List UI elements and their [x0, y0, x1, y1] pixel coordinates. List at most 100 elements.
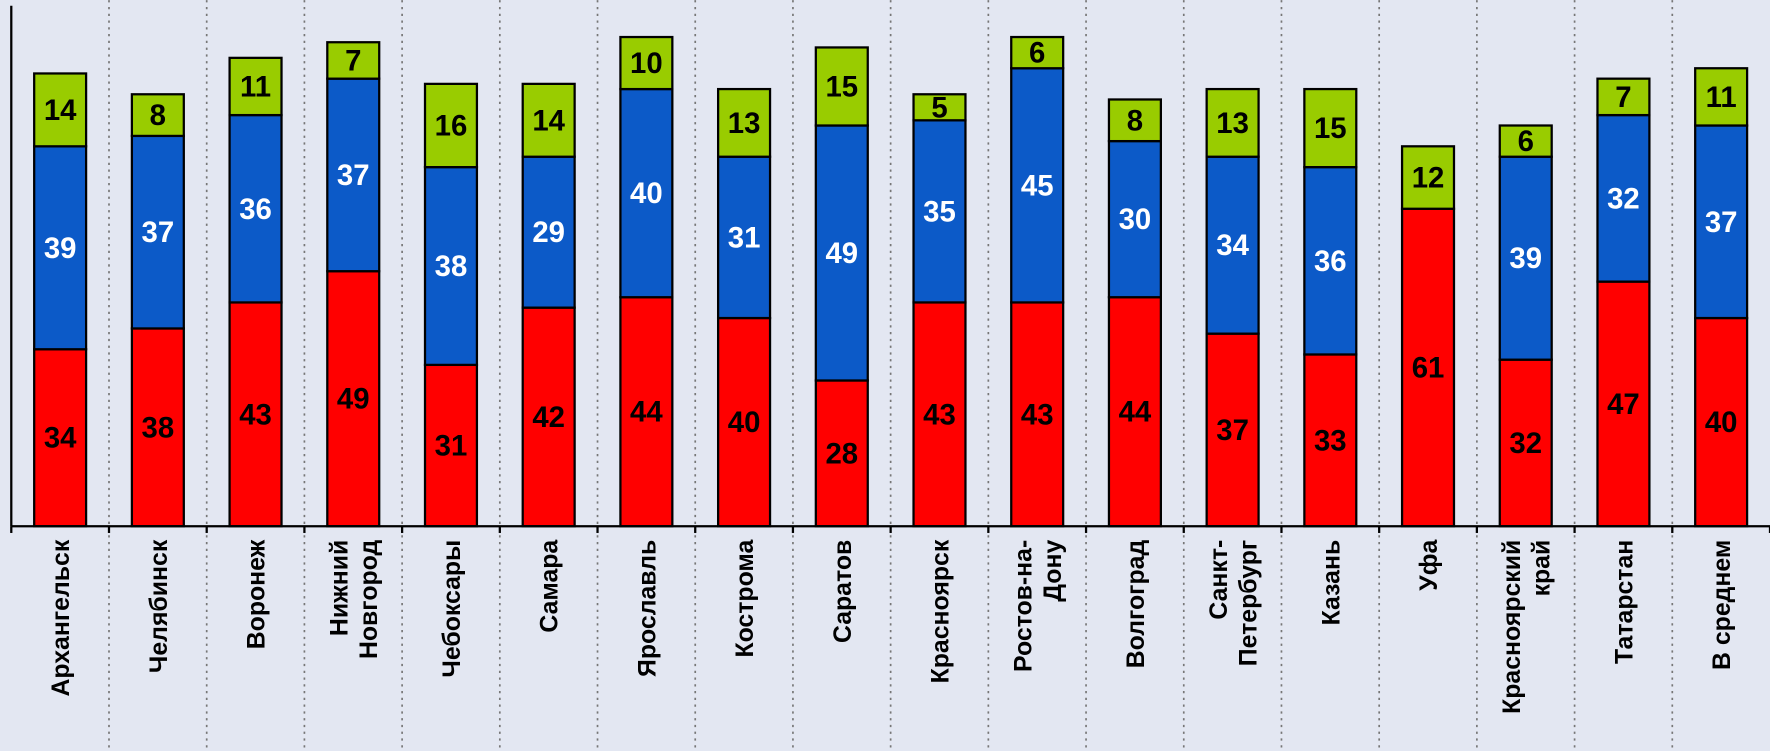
value-label: 11: [1706, 81, 1737, 114]
value-label: 36: [239, 193, 272, 226]
x-tick-label: Архангельск: [48, 539, 75, 696]
value-label: 15: [825, 70, 858, 103]
value-label: 29: [532, 216, 565, 249]
bar-segment: [33, 72, 88, 148]
value-label: 14: [532, 104, 565, 137]
bar-segment: [1303, 166, 1358, 356]
bar-segment: [619, 296, 674, 528]
bar-segment: [1205, 155, 1260, 335]
bar-segment: [1303, 87, 1358, 169]
bar-segment: [619, 87, 674, 299]
value-label: 16: [435, 110, 468, 143]
value-label: 47: [1607, 388, 1640, 421]
x-tick-label: Чебоксары: [439, 540, 466, 678]
value-label: 6: [1029, 37, 1045, 70]
bar-segment: [1107, 98, 1163, 143]
value-label: 28: [825, 437, 858, 470]
value-label: 30: [1119, 203, 1152, 236]
bar-segment: [326, 41, 381, 80]
value-label: 33: [1314, 424, 1347, 457]
bar-segment: [912, 119, 967, 304]
x-tick-label: Самара: [537, 540, 564, 633]
x-tick-label: Красноярск: [928, 539, 955, 683]
x-tick-label: Красноярский край: [1499, 540, 1555, 714]
x-tick-label: Кострома: [732, 540, 759, 658]
value-label: 36: [1314, 245, 1347, 278]
x-tick-label: Уфа: [1416, 540, 1443, 591]
bar-segment: [1400, 207, 1456, 528]
value-label: 8: [1127, 104, 1143, 137]
bar-segment: [1205, 87, 1260, 158]
value-label: 35: [923, 195, 956, 228]
bar-segment: [228, 113, 283, 304]
x-tick-label: Татарстан: [1611, 540, 1638, 664]
bar-segment: [326, 77, 381, 273]
x-tick-label: Ярославль: [634, 540, 661, 677]
value-label: 11: [240, 70, 271, 103]
value-label: 15: [1314, 112, 1347, 145]
bar-segment: [521, 155, 576, 309]
value-label: 8: [150, 99, 166, 132]
value-label: 6: [1518, 125, 1534, 158]
bar-segment: [1303, 353, 1358, 528]
value-label: 31: [728, 221, 761, 254]
value-label: 49: [825, 237, 858, 270]
bar-segment: [1107, 296, 1163, 528]
value-label: 40: [728, 406, 761, 439]
value-label: 40: [630, 177, 663, 210]
value-label: 32: [1607, 182, 1640, 215]
bar-segment: [423, 166, 479, 367]
bar-segment: [1694, 124, 1749, 320]
value-label: 34: [1216, 229, 1249, 262]
value-label: 42: [532, 401, 565, 434]
value-label: 12: [1412, 162, 1445, 195]
bar-segment: [1498, 155, 1553, 361]
value-label: 32: [1509, 427, 1542, 460]
bar-segment: [912, 93, 967, 122]
value-label: 37: [142, 216, 175, 249]
value-label: 38: [142, 411, 175, 444]
x-tick-label: Челябинск: [146, 539, 173, 673]
bar-segment: [130, 93, 185, 138]
bar-segment: [423, 82, 479, 169]
value-label: 5: [931, 91, 947, 124]
value-label: 7: [345, 44, 361, 77]
bar-segment: [228, 56, 283, 117]
bar-segment: [1010, 35, 1065, 70]
value-label: 43: [923, 398, 956, 431]
bar-segment: [619, 35, 674, 91]
value-label: 44: [1119, 396, 1152, 429]
bar-segment: [33, 348, 88, 528]
bar-segment: [1107, 139, 1163, 299]
bar-segment: [1694, 67, 1749, 127]
bar-segment: [1596, 77, 1651, 117]
x-tick-label: Казань: [1318, 540, 1345, 626]
value-label: 44: [630, 396, 663, 429]
value-label: 39: [1509, 242, 1542, 275]
x-tick-label: Саратов: [830, 540, 857, 643]
value-label: 43: [239, 398, 272, 431]
value-label: 13: [1216, 107, 1249, 140]
x-tick-label: Волгоград: [1123, 540, 1150, 669]
value-label: 38: [435, 250, 468, 283]
bar-segment: [521, 306, 576, 528]
value-label: 45: [1021, 169, 1054, 202]
value-label: 40: [1705, 406, 1738, 439]
bar-segment: [228, 301, 283, 528]
value-label: 10: [630, 47, 663, 80]
value-label: 13: [728, 107, 761, 140]
value-label: 7: [1615, 81, 1631, 114]
value-label: 37: [337, 159, 370, 192]
value-label: 39: [44, 232, 77, 265]
value-label: 43: [1021, 398, 1054, 431]
bar-segment: [814, 124, 869, 382]
bar-segment: [1400, 145, 1456, 210]
value-label: 14: [44, 94, 77, 127]
bar-segment: [1010, 301, 1065, 528]
x-tick-label: Воронеж: [244, 539, 271, 649]
bar-segment: [1596, 113, 1651, 283]
bar-segment: [1205, 332, 1260, 528]
